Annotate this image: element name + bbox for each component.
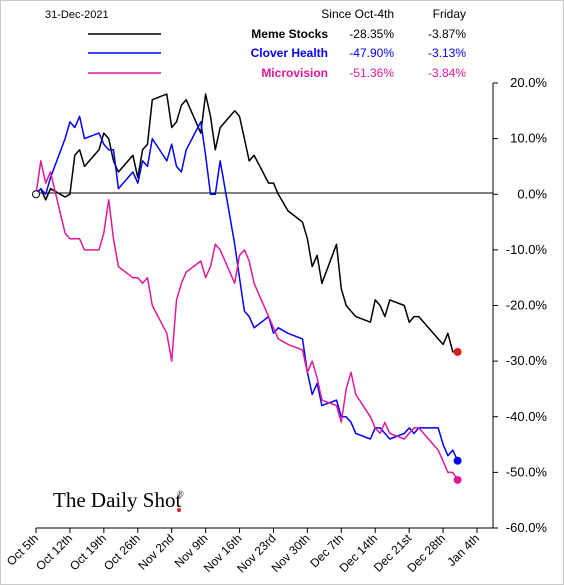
legend-friday-meme: -3.87%	[428, 27, 466, 41]
start-marker	[32, 190, 40, 199]
x-tick-label: Jan 4th	[444, 531, 482, 569]
end-marker-microvision	[453, 475, 462, 484]
legend-name-meme: Meme Stocks	[251, 27, 328, 41]
brand-text: The Daily Shot	[53, 488, 181, 512]
brand-mark: ®	[177, 489, 184, 499]
y-tick-label: -50.0%	[506, 464, 548, 479]
legend: Meme Stocks -28.35% -3.87% Clover Health…	[88, 27, 466, 80]
column-header-friday: Friday	[433, 7, 466, 21]
legend-name-microvision: Microvision	[261, 66, 328, 80]
end-marker-clover-health	[453, 456, 462, 465]
y-tick-label: -20.0%	[506, 298, 548, 313]
x-tick-label: Oct 19th	[67, 531, 109, 573]
y-tick-label: 0.0%	[517, 186, 547, 201]
legend-name-clover: Clover Health	[251, 46, 328, 60]
series-lines	[32, 93, 462, 484]
column-header-since: Since Oct-4th	[321, 7, 394, 21]
x-tick-label: Oct 12th	[33, 531, 75, 573]
series-line-meme-stocks	[35, 93, 458, 353]
brand-dot	[177, 508, 181, 512]
y-tick-label: 20.0%	[510, 75, 547, 90]
brand-logo: The Daily Shot ®	[53, 488, 184, 512]
legend-friday-clover: -3.13%	[428, 46, 466, 60]
legend-since-microvision: -51.36%	[349, 66, 394, 80]
legend-since-meme: -28.35%	[349, 27, 394, 41]
y-axis-ticks: 20.0% 10.0% 0.0% -10.0% -20.0% -30.0% -40.0% -5…	[493, 75, 547, 535]
y-tick-label: -30.0%	[506, 353, 548, 368]
legend-friday-microvision: -3.84%	[428, 66, 466, 80]
y-tick-label: -40.0%	[506, 409, 548, 424]
x-tick-label: Nov 2nd	[135, 531, 177, 573]
as-of-date: 31-Dec-2021	[45, 9, 109, 21]
legend-since-clover: -47.90%	[349, 46, 394, 60]
y-tick-label: -10.0%	[506, 242, 548, 257]
y-tick-label: 10.0%	[510, 131, 547, 146]
series-line-microvision	[35, 160, 459, 481]
end-marker-meme-stocks	[453, 347, 462, 356]
series-line-clover-health	[35, 115, 459, 462]
x-tick-label: Oct 26th	[101, 531, 143, 573]
y-tick-label: -60.0%	[506, 520, 548, 535]
